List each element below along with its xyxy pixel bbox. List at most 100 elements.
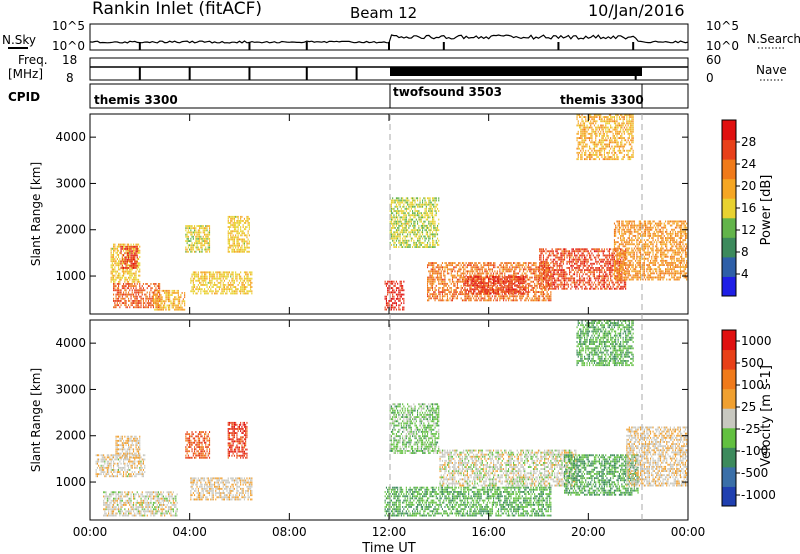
power-cell	[129, 266, 131, 269]
power-cell	[124, 278, 126, 281]
power-cell	[546, 258, 548, 261]
power-cell	[555, 279, 557, 282]
power-cell	[200, 288, 202, 291]
power-cell	[474, 299, 476, 302]
power-cell	[488, 290, 490, 293]
power-cell	[516, 278, 518, 280]
power-cell	[123, 293, 125, 296]
power-cell	[593, 248, 595, 251]
power-cell	[425, 207, 427, 210]
power-cell	[589, 281, 591, 284]
power-cell	[592, 254, 594, 257]
power-cell	[612, 269, 614, 271]
power-cell	[110, 280, 112, 283]
power-cell	[113, 270, 115, 273]
power-cell	[463, 274, 465, 277]
power-cell	[491, 268, 493, 271]
power-cell	[547, 287, 549, 290]
power-cell	[488, 262, 490, 264]
power-cell	[403, 235, 405, 238]
power-cell	[542, 295, 544, 298]
power-cell	[474, 262, 476, 264]
power-cell	[250, 279, 252, 282]
power-cell	[434, 235, 436, 238]
power-cell	[451, 299, 453, 302]
power-cell	[434, 214, 436, 217]
power-cell	[423, 224, 425, 227]
power-cell	[404, 220, 406, 223]
power-cell	[206, 292, 208, 295]
power-cell	[393, 291, 395, 294]
power-cell	[456, 278, 458, 281]
power-cell	[394, 205, 396, 208]
power-cell	[515, 288, 517, 291]
power-cell	[222, 292, 224, 295]
power-cell	[205, 273, 207, 276]
power-cell	[468, 292, 470, 295]
power-cell	[511, 299, 513, 302]
power-cell	[463, 270, 465, 273]
power-cell	[525, 272, 527, 275]
power-cell	[561, 287, 563, 290]
power-cell	[475, 276, 477, 278]
power-cell	[397, 293, 399, 296]
power-cell	[580, 285, 582, 288]
power-cell	[393, 280, 395, 283]
power-cell	[390, 218, 392, 221]
power-cell	[399, 291, 401, 294]
power-cell	[515, 266, 517, 269]
power-cell	[471, 262, 473, 264]
power-cell	[242, 250, 244, 253]
power-cell	[440, 274, 442, 277]
power-cell	[569, 271, 571, 274]
power-cell	[433, 276, 435, 279]
power-cell	[616, 276, 618, 279]
power-cell	[118, 293, 120, 296]
power-cell	[204, 242, 206, 245]
power-cell	[120, 248, 122, 250]
power-cell	[585, 285, 587, 288]
power-cell	[506, 262, 508, 264]
power-cell	[184, 304, 186, 307]
power-cell	[209, 286, 211, 288]
power-cell	[204, 290, 206, 293]
power-cell	[124, 293, 126, 296]
power-cell	[584, 262, 586, 265]
power-cell	[204, 271, 206, 274]
power-cell	[501, 288, 503, 291]
power-cell	[605, 262, 607, 265]
power-cell	[503, 297, 505, 300]
power-cell	[513, 297, 515, 300]
power-cell	[236, 222, 238, 224]
power-cell	[508, 284, 510, 287]
power-cell	[216, 292, 218, 295]
power-cell	[408, 224, 410, 227]
power-cell	[473, 264, 475, 267]
power-cell	[489, 264, 491, 267]
power-cell	[222, 271, 224, 274]
power-cell	[140, 297, 142, 300]
power-cell	[248, 222, 250, 224]
power-cell	[475, 278, 477, 281]
power-cell	[134, 267, 136, 269]
power-cell	[192, 279, 194, 282]
power-cell	[389, 241, 391, 244]
power-cell	[486, 282, 488, 285]
power-cell	[128, 300, 130, 302]
power-cell	[570, 264, 572, 267]
power-cell	[214, 273, 216, 276]
power-cell	[433, 280, 435, 283]
power-cell	[489, 288, 491, 291]
power-cell	[231, 232, 233, 235]
power-cell	[404, 222, 406, 225]
power-cell	[116, 287, 118, 290]
power-cell	[240, 226, 242, 228]
power-cell	[418, 246, 420, 248]
power-cell	[169, 298, 171, 301]
power-cell	[134, 285, 136, 287]
power-cell	[242, 230, 244, 233]
power-cell	[438, 280, 440, 283]
power-cell	[199, 248, 201, 251]
power-cell	[397, 216, 399, 219]
power-cell	[454, 289, 456, 291]
